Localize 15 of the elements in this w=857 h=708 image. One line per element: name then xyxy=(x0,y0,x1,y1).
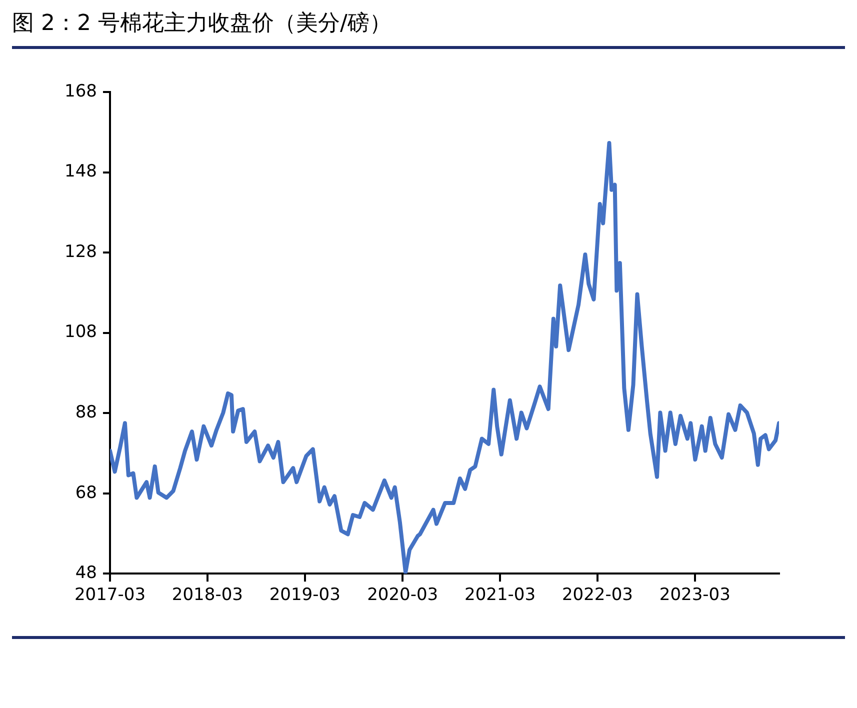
x-tick-label: 2021-03 xyxy=(464,585,536,606)
y-tick-label: 168 xyxy=(64,81,97,102)
y-tick-label: 48 xyxy=(75,563,97,584)
x-tick-label: 2017-03 xyxy=(74,585,146,606)
y-tick-label: 128 xyxy=(64,242,97,262)
x-tick-label: 2019-03 xyxy=(269,585,340,606)
x-tick-label: 2020-03 xyxy=(367,585,438,606)
y-tick-label: 68 xyxy=(75,482,97,503)
chart-title: 图 2：2 号棉花主力收盘价（美分/磅） xyxy=(12,8,845,49)
x-tick-label: 2022-03 xyxy=(562,585,633,606)
x-tick-label: 2023-03 xyxy=(659,585,730,606)
y-tick-label: 108 xyxy=(64,322,97,342)
y-tick-label: 148 xyxy=(64,162,97,182)
y-tick-label: 88 xyxy=(75,402,97,422)
x-tick-label: 2018-03 xyxy=(172,585,243,606)
